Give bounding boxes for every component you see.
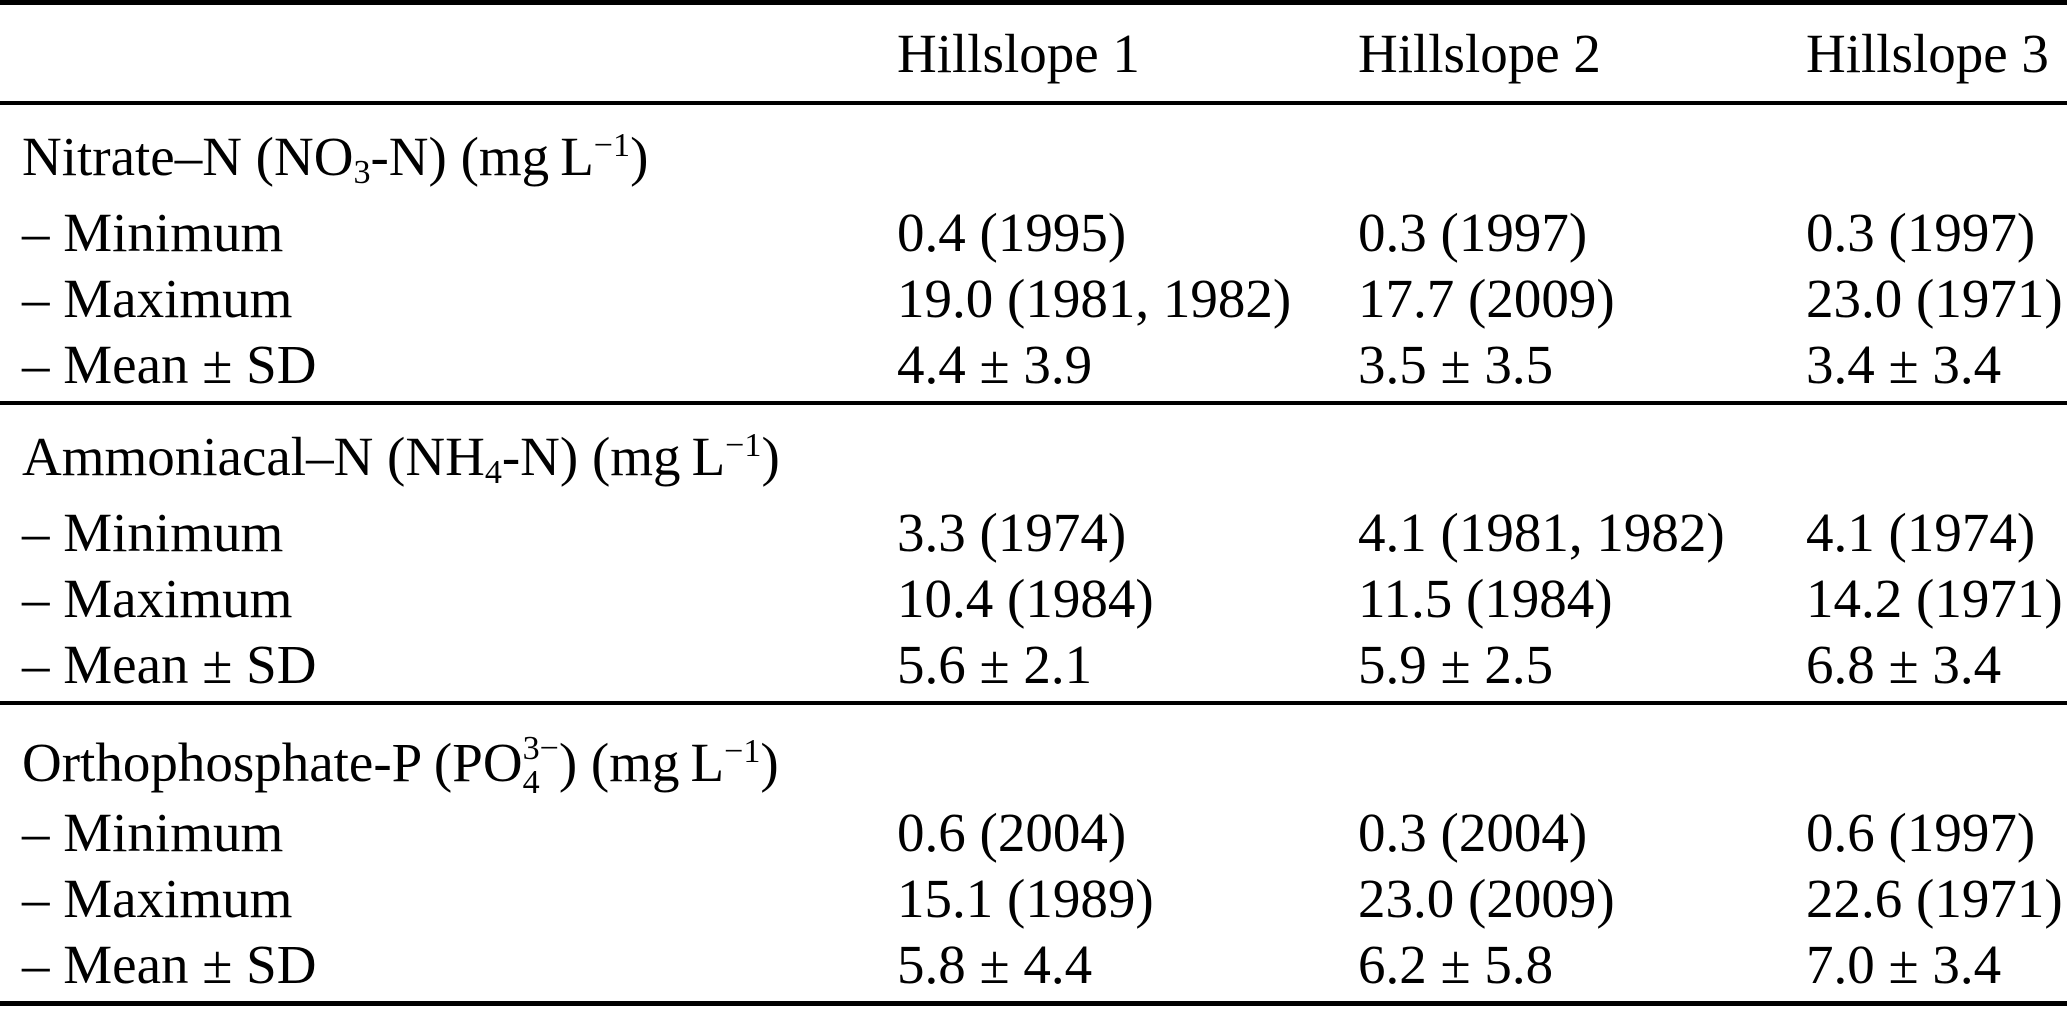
superscript: −1: [593, 126, 631, 164]
section-title-orthophosphate-p: Orthophosphate-P (PO 3− 4) (mg L−1): [0, 713, 2067, 800]
value-hillslope-3: 0.3 (1997): [1806, 201, 2036, 263]
table-row-maximum: – Maximum 15.1 (1989) 23.0 (2009) 22.6 (…: [0, 865, 2067, 931]
title-pre: Orthophosphate-P (PO: [22, 731, 523, 793]
value-hillslope-1: 19.0 (1981, 1982): [897, 267, 1292, 329]
value-hillslope-3: 22.6 (1971): [1806, 867, 2063, 929]
row-label: – Maximum: [22, 867, 293, 929]
value-hillslope-1: 15.1 (1989): [897, 867, 1154, 929]
value-hillslope-1: 0.6 (2004): [897, 801, 1127, 863]
value-hillslope-1: 5.8 ± 4.4: [897, 933, 1093, 995]
value-hillslope-1: 5.6 ± 2.1: [897, 633, 1093, 695]
header-hillslope-1: Hillslope 1: [897, 22, 1140, 84]
value-hillslope-3: 4.1 (1974): [1806, 501, 2036, 563]
row-label: – Minimum: [22, 801, 284, 863]
row-label: – Mean ± SD: [22, 633, 317, 695]
superscript: −1: [724, 732, 761, 770]
title-pre: Ammoniacal–N (NH: [22, 425, 485, 487]
superscript: 3−: [522, 729, 559, 767]
title-pre: Nitrate–N (NO: [22, 125, 354, 187]
value-hillslope-2: 11.5 (1984): [1358, 567, 1613, 629]
value-hillslope-3: 14.2 (1971): [1806, 567, 2063, 629]
table-row-minimum: – Minimum 0.4 (1995) 0.3 (1997) 0.3 (199…: [0, 199, 2067, 265]
subscript: 3: [353, 153, 371, 191]
section-title-nitrate-n: Nitrate–N (NO3-N) (mg L−1): [0, 113, 2067, 199]
table-row-maximum: – Maximum 10.4 (1984) 11.5 (1984) 14.2 (…: [0, 565, 2067, 631]
title-post: ): [760, 731, 779, 793]
title-mid: ) (mg L: [558, 731, 725, 793]
section-nitrate-n: Nitrate–N (NO3-N) (mg L−1) – Minimum 0.4…: [0, 105, 2067, 405]
title-post: ): [630, 125, 649, 187]
subscript: 4: [484, 453, 502, 491]
title-text: Nitrate–N (NO3-N) (mg L−1): [22, 125, 649, 191]
table-row-mean-sd: – Mean ± SD 5.6 ± 2.1 5.9 ± 2.5 6.8 ± 3.…: [0, 631, 2067, 697]
value-hillslope-2: 4.1 (1981, 1982): [1358, 501, 1725, 563]
row-label: – Mean ± SD: [22, 933, 317, 995]
value-hillslope-3: 6.8 ± 3.4: [1806, 633, 2002, 695]
header-hillslope-2: Hillslope 2: [1358, 22, 1601, 84]
value-hillslope-3: 3.4 ± 3.4: [1806, 333, 2002, 395]
section-title-ammoniacal-n: Ammoniacal–N (NH4-N) (mg L−1): [0, 413, 2067, 499]
table-row-minimum: – Minimum 0.6 (2004) 0.3 (2004) 0.6 (199…: [0, 799, 2067, 865]
table-row-minimum: – Minimum 3.3 (1974) 4.1 (1981, 1982) 4.…: [0, 499, 2067, 565]
row-label: – Minimum: [22, 201, 284, 263]
row-label: – Minimum: [22, 501, 284, 563]
value-hillslope-2: 17.7 (2009): [1358, 267, 1615, 329]
row-label: – Maximum: [22, 267, 293, 329]
title-mid: -N) (mg L: [501, 425, 726, 487]
table-row-mean-sd: – Mean ± SD 5.8 ± 4.4 6.2 ± 5.8 7.0 ± 3.…: [0, 931, 2067, 997]
superscript: −1: [725, 426, 762, 464]
charge-stack: 3− 4: [522, 729, 559, 802]
section-orthophosphate-p: Orthophosphate-P (PO 3− 4) (mg L−1) – Mini…: [0, 705, 2067, 1001]
row-label: – Maximum: [22, 567, 293, 629]
value-hillslope-1: 3.3 (1974): [897, 501, 1127, 563]
title-text: Orthophosphate-P (PO 3− 4) (mg L−1): [22, 719, 779, 800]
value-hillslope-2: 0.3 (2004): [1358, 801, 1588, 863]
value-hillslope-1: 4.4 ± 3.9: [897, 333, 1093, 395]
table-row-mean-sd: – Mean ± SD 4.4 ± 3.9 3.5 ± 3.5 3.4 ± 3.…: [0, 331, 2067, 397]
title-mid: -N) (mg L: [370, 125, 594, 187]
header-hillslope-3: Hillslope 3: [1806, 22, 2049, 84]
value-hillslope-2: 0.3 (1997): [1358, 201, 1588, 263]
value-hillslope-3: 7.0 ± 3.4: [1806, 933, 2002, 995]
section-ammoniacal-n: Ammoniacal–N (NH4-N) (mg L−1) – Minimum …: [0, 405, 2067, 705]
row-label: – Mean ± SD: [22, 333, 317, 395]
title-post: ): [761, 425, 780, 487]
value-hillslope-1: 0.4 (1995): [897, 201, 1127, 263]
value-hillslope-2: 3.5 ± 3.5: [1358, 333, 1554, 395]
subscript: 4: [522, 764, 540, 802]
table-row-maximum: – Maximum 19.0 (1981, 1982) 17.7 (2009) …: [0, 265, 2067, 331]
value-hillslope-1: 10.4 (1984): [897, 567, 1154, 629]
title-text: Ammoniacal–N (NH4-N) (mg L−1): [22, 425, 780, 491]
value-hillslope-2: 6.2 ± 5.8: [1358, 933, 1554, 995]
value-hillslope-2: 5.9 ± 2.5: [1358, 633, 1554, 695]
value-hillslope-3: 23.0 (1971): [1806, 267, 2063, 329]
table-header-row: Hillslope 1 Hillslope 2 Hillslope 3: [0, 5, 2067, 105]
value-hillslope-3: 0.6 (1997): [1806, 801, 2036, 863]
value-hillslope-2: 23.0 (2009): [1358, 867, 1615, 929]
